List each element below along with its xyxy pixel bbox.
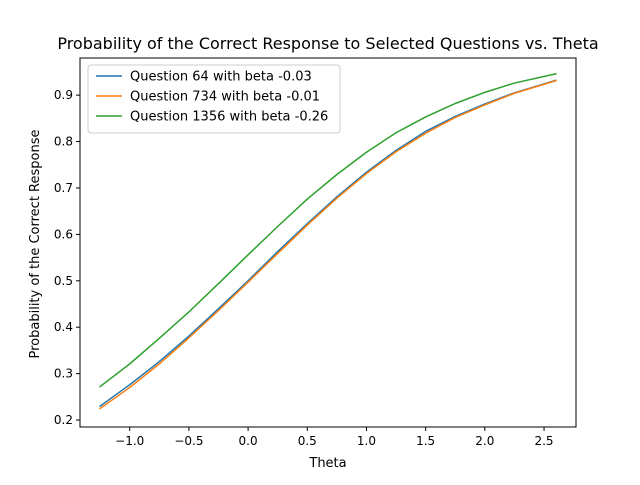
- x-tick-label: 2.5: [534, 434, 553, 448]
- plot-area: −1.0 −0.5 0.0 0.5 1.0 1.5 2.0 2.5 0.2 0.3 0.4 0.5 0.…: [54, 57, 577, 448]
- x-tick-label: 0.5: [298, 434, 317, 448]
- series-line-1: [99, 79, 557, 408]
- chart-title: Probability of the Correct Response to S…: [57, 34, 598, 53]
- legend-label-2: Question 734 with beta -0.01: [130, 90, 320, 105]
- x-tick-label: 2.0: [475, 434, 494, 448]
- x-tick-label: 1.0: [357, 434, 376, 448]
- series-line-3: [99, 72, 557, 388]
- y-tick-label: 0.9: [54, 88, 73, 102]
- y-tick-label: 0.3: [54, 367, 73, 381]
- x-tick-label: −1.0: [115, 434, 144, 448]
- y-tick-label: 0.2: [54, 413, 73, 427]
- y-tick-label: 0.8: [54, 135, 73, 149]
- x-tick-label: −0.5: [174, 434, 203, 448]
- legend-label-1: Question 64 with beta -0.03: [130, 70, 312, 85]
- plot-frame: [79, 57, 577, 428]
- y-tick-label: 0.6: [54, 227, 73, 241]
- y-axis-label: Probability of the Correct Response: [28, 130, 43, 359]
- series-line-2: [99, 79, 557, 410]
- x-axis-label: Theta: [308, 456, 346, 471]
- legend-label-3: Question 1356 with beta -0.26: [130, 110, 328, 125]
- legend-box: [87, 64, 341, 134]
- x-tick-label: 1.5: [416, 434, 435, 448]
- y-tick-label: 0.4: [54, 320, 73, 334]
- legend: Question 64 with beta -0.03 Question 734 …: [87, 64, 341, 134]
- y-tick-label: 0.7: [54, 181, 73, 195]
- y-tick-label: 0.5: [54, 274, 73, 288]
- x-tick-label: 0.0: [239, 434, 258, 448]
